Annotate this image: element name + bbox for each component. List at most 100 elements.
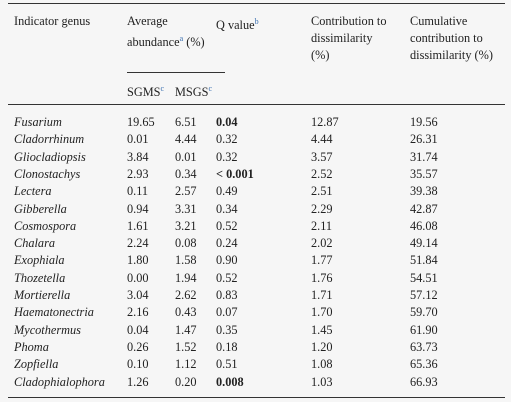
header-rule xyxy=(8,104,505,105)
sgms-cell: 0.11 xyxy=(127,184,149,199)
q-cell: 0.32 xyxy=(216,132,238,147)
cumulative-cell: 49.14 xyxy=(410,236,438,251)
sgms-cell: 19.65 xyxy=(127,115,155,129)
genus-cell: Fusarium xyxy=(14,115,62,129)
contribution-cell: 2.52 xyxy=(311,166,333,181)
sgms-cell: 1.26 xyxy=(127,374,149,389)
msgs-cell: 6.51 xyxy=(175,115,197,129)
contribution-cell: 1.76 xyxy=(311,270,333,285)
cumulative-cell: 61.90 xyxy=(410,322,438,337)
sgms-cell: 2.24 xyxy=(127,236,149,251)
genus-cell: Haematonectria xyxy=(14,305,94,320)
header-sgms: SGMSc xyxy=(127,80,164,101)
sgms-cell: 0.04 xyxy=(127,322,149,337)
sgms-cell: 2.16 xyxy=(127,305,149,320)
header-q-text: Q value xyxy=(216,18,255,33)
genus-cell: Gibberella xyxy=(14,201,67,216)
genus-cell: Cosmospora xyxy=(14,218,77,233)
sgms-cell: 2.93 xyxy=(127,166,149,181)
msgs-cell: 1.12 xyxy=(175,357,197,372)
footnote-mark: b xyxy=(254,17,259,26)
genus-cell: Thozetella xyxy=(14,270,66,285)
header-abundance: Average abundancea (%) xyxy=(127,13,219,51)
msgs-cell: 1.47 xyxy=(175,322,197,337)
genus-cell: Cladophialophora xyxy=(14,374,105,389)
sgms-cell: 1.80 xyxy=(127,253,149,268)
contribution-cell: 3.57 xyxy=(311,149,333,164)
cumulative-cell: 59.70 xyxy=(410,305,438,320)
q-cell: 0.35 xyxy=(216,322,238,337)
contribution-cell: 1.70 xyxy=(311,305,333,320)
genus-cell: Lectera xyxy=(14,184,52,199)
header-cumulative: Cumulative contribution to dissimilarity… xyxy=(410,14,493,62)
sgms-cell: 3.04 xyxy=(127,288,149,302)
cumulative-cell: 39.38 xyxy=(410,184,438,199)
q-cell: 0.18 xyxy=(216,339,238,354)
header-contribution: Contribution to dissimilarity (%) xyxy=(311,14,387,62)
sgms-cell: 0.01 xyxy=(127,132,149,147)
header-msgs: MSGSc xyxy=(175,80,212,101)
genus-cell: Gliocladiopsis xyxy=(14,149,86,164)
cumulative-cell: 19.56 xyxy=(410,115,438,129)
header-q: Q valueb xyxy=(216,13,259,34)
contribution-cell: 4.44 xyxy=(311,132,333,147)
q-cell: 0.008 xyxy=(216,374,244,389)
footnote-mark: c xyxy=(208,84,213,93)
contribution-cell: 2.51 xyxy=(311,184,333,199)
q-cell: 0.52 xyxy=(216,218,238,233)
genus-cell: Mortierella xyxy=(14,288,71,302)
msgs-cell: 1.58 xyxy=(175,253,197,268)
contribution-cell: 1.77 xyxy=(311,253,333,268)
msgs-cell: 0.20 xyxy=(175,374,197,389)
contribution-cell: 1.08 xyxy=(311,357,333,372)
q-cell: 0.90 xyxy=(216,253,238,268)
header-genus: Indicator genus xyxy=(14,14,91,28)
header-msgs-text: MSGS xyxy=(175,85,209,100)
msgs-cell: 0.43 xyxy=(175,305,197,320)
q-cell: 0.04 xyxy=(216,115,238,129)
msgs-cell: 1.52 xyxy=(175,339,197,354)
msgs-cell: 2.57 xyxy=(175,184,197,199)
sgms-cell: 0.94 xyxy=(127,201,149,216)
msgs-cell: 3.21 xyxy=(175,218,197,233)
cumulative-cell: 31.74 xyxy=(410,149,438,164)
genus-cell: Clonostachys xyxy=(14,166,81,181)
sgms-cell: 0.00 xyxy=(127,270,149,285)
msgs-cell: 0.01 xyxy=(175,149,197,164)
contribution-cell: 2.29 xyxy=(311,201,333,216)
msgs-cell: 0.34 xyxy=(175,166,197,181)
q-cell: 0.49 xyxy=(216,184,238,199)
cumulative-cell: 63.73 xyxy=(410,339,438,354)
genus-cell: Cladorrhinum xyxy=(14,132,85,147)
genus-cell: Chalara xyxy=(14,236,55,251)
q-cell: 0.83 xyxy=(216,288,238,302)
q-cell: 0.34 xyxy=(216,201,238,216)
sgms-cell: 3.84 xyxy=(127,149,149,164)
genus-cell: Exophiala xyxy=(14,253,65,268)
sgms-cell: 0.10 xyxy=(127,357,149,372)
contribution-cell: 12.87 xyxy=(311,115,339,129)
sgms-cell: 0.26 xyxy=(127,339,149,354)
header-abundance-unit: (%) xyxy=(186,35,205,50)
header-sgms-text: SGMS xyxy=(127,85,161,100)
q-cell: 0.32 xyxy=(216,149,238,164)
cumulative-cell: 66.93 xyxy=(410,374,438,389)
msgs-cell: 3.31 xyxy=(175,201,197,216)
cumulative-cell: 51.84 xyxy=(410,253,438,268)
cumulative-cell: 35.57 xyxy=(410,166,438,181)
header-abundance-text: Average abundance xyxy=(127,14,180,50)
msgs-cell: 1.94 xyxy=(175,270,197,285)
cumulative-cell: 46.08 xyxy=(410,218,438,233)
footnote-mark: c xyxy=(160,84,165,93)
contribution-cell: 1.20 xyxy=(311,339,333,354)
q-cell: 0.51 xyxy=(216,357,238,372)
q-cell: 0.24 xyxy=(216,236,238,251)
msgs-cell: 4.44 xyxy=(175,132,197,147)
contribution-cell: 1.71 xyxy=(311,288,333,302)
q-cell: < 0.001 xyxy=(216,166,254,181)
genus-cell: Phoma xyxy=(14,339,49,354)
contribution-cell: 1.45 xyxy=(311,322,333,337)
genus-cell: Mycothermus xyxy=(14,322,81,337)
sgms-cell: 1.61 xyxy=(127,218,149,233)
